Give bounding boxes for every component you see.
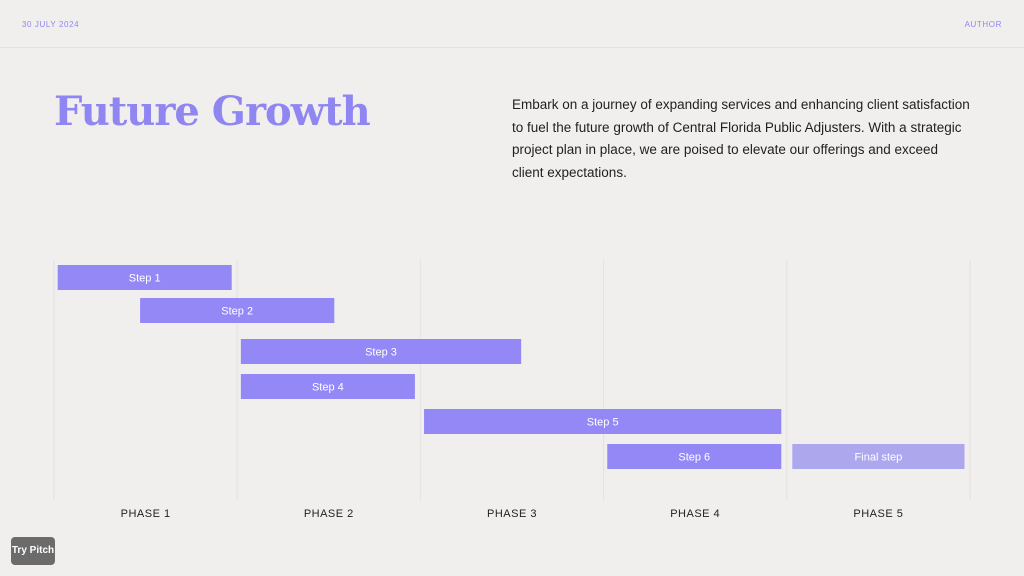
date-label: 30 JULY 2024: [22, 20, 80, 29]
step-bar: [240, 374, 415, 399]
final-step-bar: [792, 444, 965, 469]
phase-label: PHASE 1: [121, 508, 171, 520]
author-label: AUTHOR: [964, 20, 1002, 29]
step-label: Step 2: [221, 306, 253, 318]
step-label: Step 4: [312, 382, 344, 394]
step-label: Step 1: [129, 273, 161, 285]
try-pitch-button[interactable]: Try Pitch: [11, 537, 55, 565]
description-text: Embark on a journey of expanding service…: [512, 97, 970, 180]
phase-label: PHASE 3: [487, 508, 537, 520]
step-bar: [424, 409, 782, 434]
step-bar: [607, 444, 782, 469]
step-label: Step 5: [587, 417, 619, 429]
step-bar: [57, 265, 232, 290]
phase-label: PHASE 4: [670, 508, 720, 520]
step-label: Final step: [855, 452, 903, 464]
phase-label: PHASE 5: [853, 508, 903, 520]
step-bar: [140, 298, 335, 323]
phase-label: PHASE 2: [304, 508, 354, 520]
step-label: Step 6: [678, 452, 710, 464]
page-title: Future Growth: [54, 88, 371, 135]
top-bar: 30 JULY 2024 AUTHOR: [0, 0, 1024, 48]
step-label: Step 3: [365, 347, 397, 359]
step-bar: [240, 339, 522, 364]
